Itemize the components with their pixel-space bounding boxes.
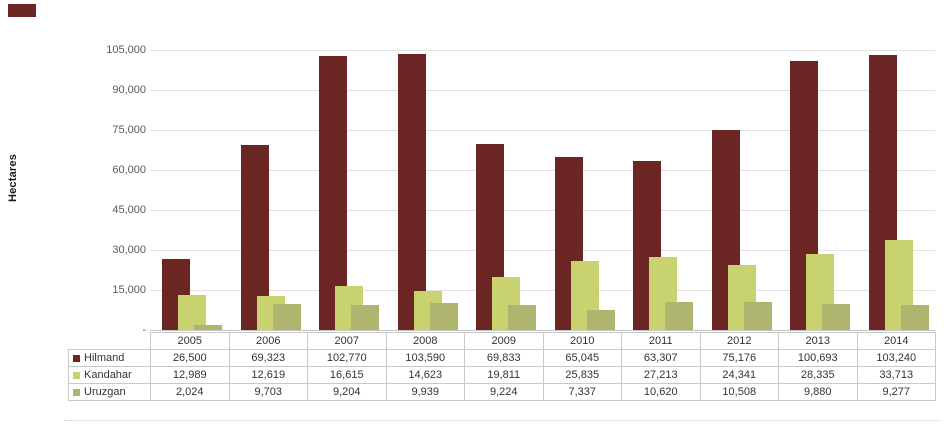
y-tick-label: 45,000 [112, 204, 146, 216]
year-header-cell: 2011 [621, 332, 701, 350]
year-header-cell: 2008 [385, 332, 465, 350]
gridline [150, 170, 935, 171]
x-axis-line [150, 330, 935, 331]
value-cell: 102,770 [307, 349, 387, 367]
bar-hilmand-2007 [319, 56, 347, 330]
value-cell: 12,989 [150, 366, 230, 384]
value-cell: 33,713 [856, 366, 936, 384]
gridline [150, 210, 935, 211]
gridline [150, 50, 935, 51]
y-tick-label: - [142, 324, 146, 336]
table-row-uruzgan: Uruzgan 2,024 9,703 9,204 9,939 9,224 7,337 10,… [68, 383, 936, 401]
gridline [150, 90, 935, 91]
value-cell: 9,880 [778, 383, 858, 401]
year-header-cell: 2005 [150, 332, 230, 350]
value-cell: 100,693 [778, 349, 858, 367]
value-cell: 9,939 [385, 383, 465, 401]
bar-uruzgan-2010 [587, 310, 615, 330]
bar-uruzgan-2012 [744, 302, 772, 330]
value-cell: 25,835 [542, 366, 622, 384]
bar-uruzgan-2013 [822, 304, 850, 330]
legend-swatch-icon [73, 371, 80, 379]
value-cell: 69,833 [464, 349, 544, 367]
legend-cell-hilmand: Hilmand [68, 349, 151, 367]
legend-cell-kandahar: Kandahar [68, 366, 151, 384]
gridline [150, 250, 935, 251]
legend-label: Kandahar [84, 369, 132, 382]
legend-swatch-icon [73, 354, 80, 362]
gridline [150, 290, 935, 291]
bar-hilmand-2008 [398, 54, 426, 330]
y-tick-label: 15,000 [112, 284, 146, 296]
y-tick-label: 60,000 [112, 164, 146, 176]
year-header-cell: 2012 [699, 332, 779, 350]
table-row-hilmand: Hilmand 26,500 69,323 102,770 103,590 69,833 6… [68, 349, 936, 367]
value-cell: 27,213 [621, 366, 701, 384]
bar-uruzgan-2005 [194, 325, 222, 330]
value-cell: 26,500 [150, 349, 230, 367]
legend-label: Uruzgan [84, 386, 126, 399]
bar-kandahar-2005 [178, 295, 206, 330]
legend-label: Hilmand [84, 352, 125, 365]
value-cell: 103,240 [856, 349, 936, 367]
value-cell: 9,204 [307, 383, 387, 401]
value-cell: 10,620 [621, 383, 701, 401]
year-header-cell: 2010 [542, 332, 622, 350]
year-header-cell: 2013 [778, 332, 858, 350]
table-row-kandahar: Kandahar 12,989 12,619 16,615 14,623 19,811 25… [68, 366, 936, 384]
value-cell: 24,341 [699, 366, 779, 384]
bar-uruzgan-2007 [351, 305, 379, 330]
value-cell: 2,024 [150, 383, 230, 401]
bar-uruzgan-2009 [508, 305, 536, 330]
y-tick-label: 105,000 [106, 44, 146, 56]
value-cell: 75,176 [699, 349, 779, 367]
plot-area [150, 50, 935, 331]
bar-uruzgan-2008 [430, 303, 458, 330]
bottom-divider [64, 420, 940, 421]
year-header-cell: 2007 [307, 332, 387, 350]
bar-uruzgan-2011 [665, 302, 693, 330]
y-tick-label: 30,000 [112, 244, 146, 256]
year-header-cell: 2014 [856, 332, 936, 350]
bar-uruzgan-2006 [273, 304, 301, 330]
value-cell: 10,508 [699, 383, 779, 401]
y-tick-label: 90,000 [112, 84, 146, 96]
value-cell: 9,703 [228, 383, 308, 401]
value-cell: 12,619 [228, 366, 308, 384]
value-cell: 28,335 [778, 366, 858, 384]
value-cell: 19,811 [464, 366, 544, 384]
value-cell: 63,307 [621, 349, 701, 367]
value-cell: 9,224 [464, 383, 544, 401]
value-cell: 65,045 [542, 349, 622, 367]
gridline [150, 130, 935, 131]
value-cell: 103,590 [385, 349, 465, 367]
bar-uruzgan-2014 [901, 305, 929, 330]
y-tick-label: 75,000 [112, 124, 146, 136]
value-cell: 7,337 [542, 383, 622, 401]
data-table: 2005 2006 2007 2008 2009 2010 2011 2012 2013 2014… [68, 332, 936, 401]
table-corner-cell [69, 333, 151, 350]
corner-marker [8, 4, 36, 17]
value-cell: 9,277 [856, 383, 936, 401]
y-axis-title: Hectares [7, 153, 19, 203]
legend-swatch-icon [73, 388, 80, 396]
legend-cell-uruzgan: Uruzgan [68, 383, 151, 401]
value-cell: 69,323 [228, 349, 308, 367]
year-header-cell: 2006 [228, 332, 308, 350]
value-cell: 14,623 [385, 366, 465, 384]
year-header-cell: 2009 [464, 332, 544, 350]
value-cell: 16,615 [307, 366, 387, 384]
table-header-row: 2005 2006 2007 2008 2009 2010 2011 2012 2013 2014 [69, 332, 936, 350]
